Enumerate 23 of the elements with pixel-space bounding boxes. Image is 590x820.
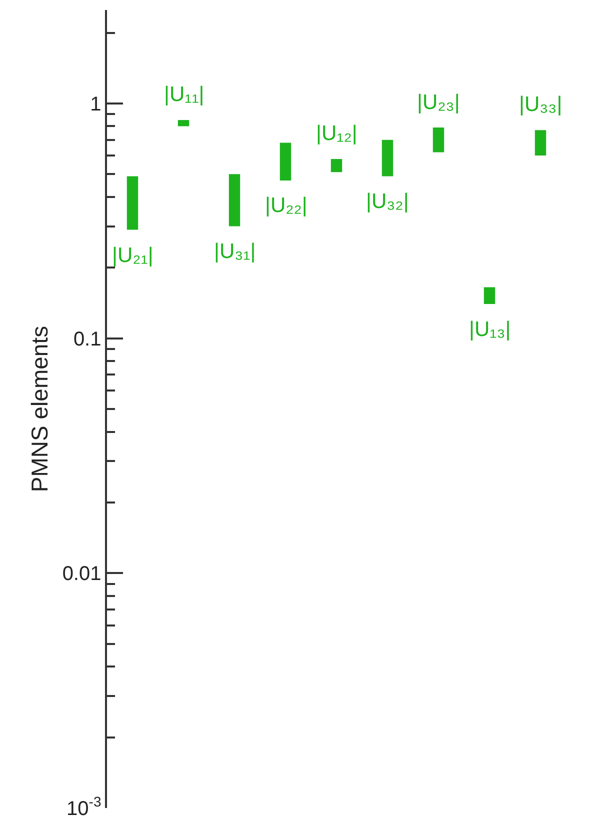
data-label: |U₁₁| — [164, 83, 204, 106]
bar — [534, 130, 546, 156]
y-tick-label: 0.01 — [62, 563, 102, 586]
bar — [330, 159, 342, 172]
data-label: |U₃₂| — [366, 190, 409, 213]
y-axis-title: PMNS elements — [26, 326, 52, 492]
bar — [126, 176, 138, 230]
bar — [178, 120, 190, 126]
bar — [228, 174, 240, 226]
data-label: |U₂₁| — [112, 244, 154, 267]
data-label: |U₃₁| — [214, 240, 256, 263]
y-tick-label: 1 — [90, 93, 102, 116]
data-label: |U₂₂| — [265, 194, 308, 217]
data-label: |U₃₃| — [519, 93, 562, 116]
data-label: |U₁₂| — [316, 122, 358, 145]
y-tick-label: 0.1 — [73, 328, 102, 350]
data-label: |U₂₃| — [417, 91, 460, 114]
y-tick-label: 10$^{-3}$ — [66, 794, 102, 820]
bar — [280, 142, 292, 180]
data-label: |U₁₃| — [469, 318, 511, 341]
bar — [432, 128, 444, 152]
bar — [484, 287, 496, 304]
bar — [382, 140, 394, 176]
